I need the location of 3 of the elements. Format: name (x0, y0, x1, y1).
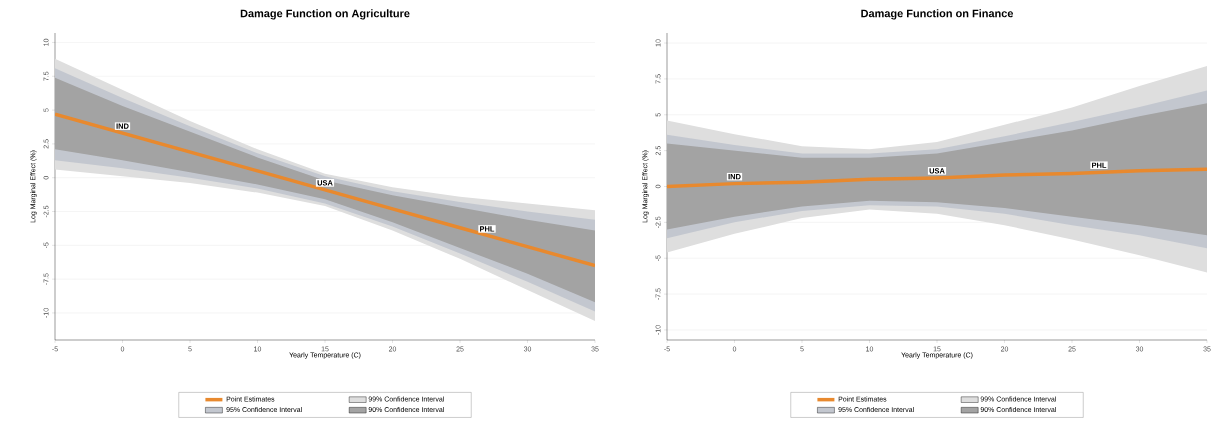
line-series (667, 167, 1208, 189)
chart-title: Damage Function on Agriculture (240, 9, 410, 20)
chart-title: Damage Function on Finance (861, 9, 1014, 20)
